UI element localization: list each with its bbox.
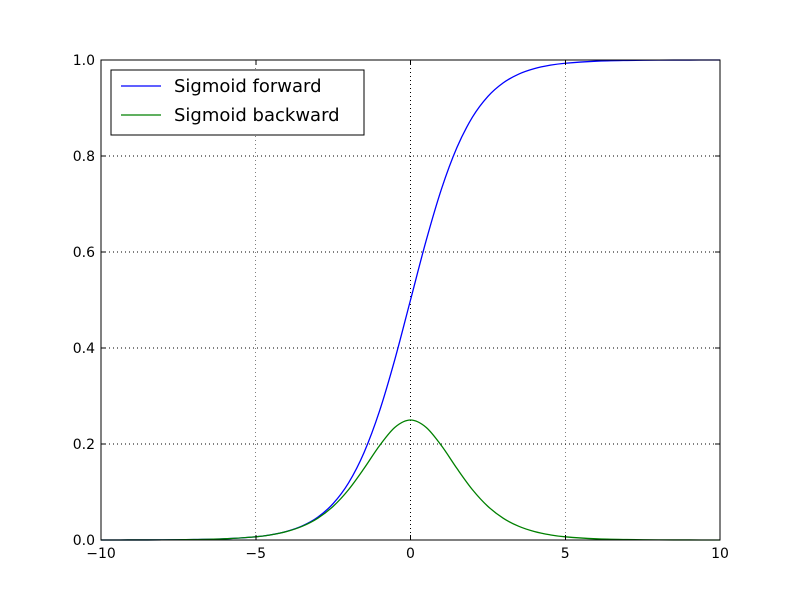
y-tick-label-0-0: 0.0 [73,533,95,549]
y-tick-label-0-8: 0.8 [73,149,95,165]
tick-labels: −10 −5 0 5 10 0.0 0.2 0.4 0.6 0.8 1.0 [73,53,729,562]
x-tick-label-5: 5 [561,546,570,562]
y-tick-label-0-4: 0.4 [73,341,95,357]
legend-label-sigmoid-backward: Sigmoid backward [174,105,340,126]
y-tick-label-0-2: 0.2 [73,437,95,453]
x-tick-label-neg5: −5 [245,546,266,562]
y-tick-label-0-6: 0.6 [73,245,95,261]
legend: Sigmoid forward Sigmoid backward [110,69,365,136]
y-tick-label-1-0: 1.0 [73,53,95,69]
x-tick-label-0: 0 [406,546,415,562]
plot-area-frame [100,59,721,541]
legend-label-sigmoid-forward: Sigmoid forward [174,76,322,97]
legend-box [110,69,365,136]
x-tick-label-10: 10 [711,546,729,562]
x-tick-label-neg10: −10 [86,546,116,562]
